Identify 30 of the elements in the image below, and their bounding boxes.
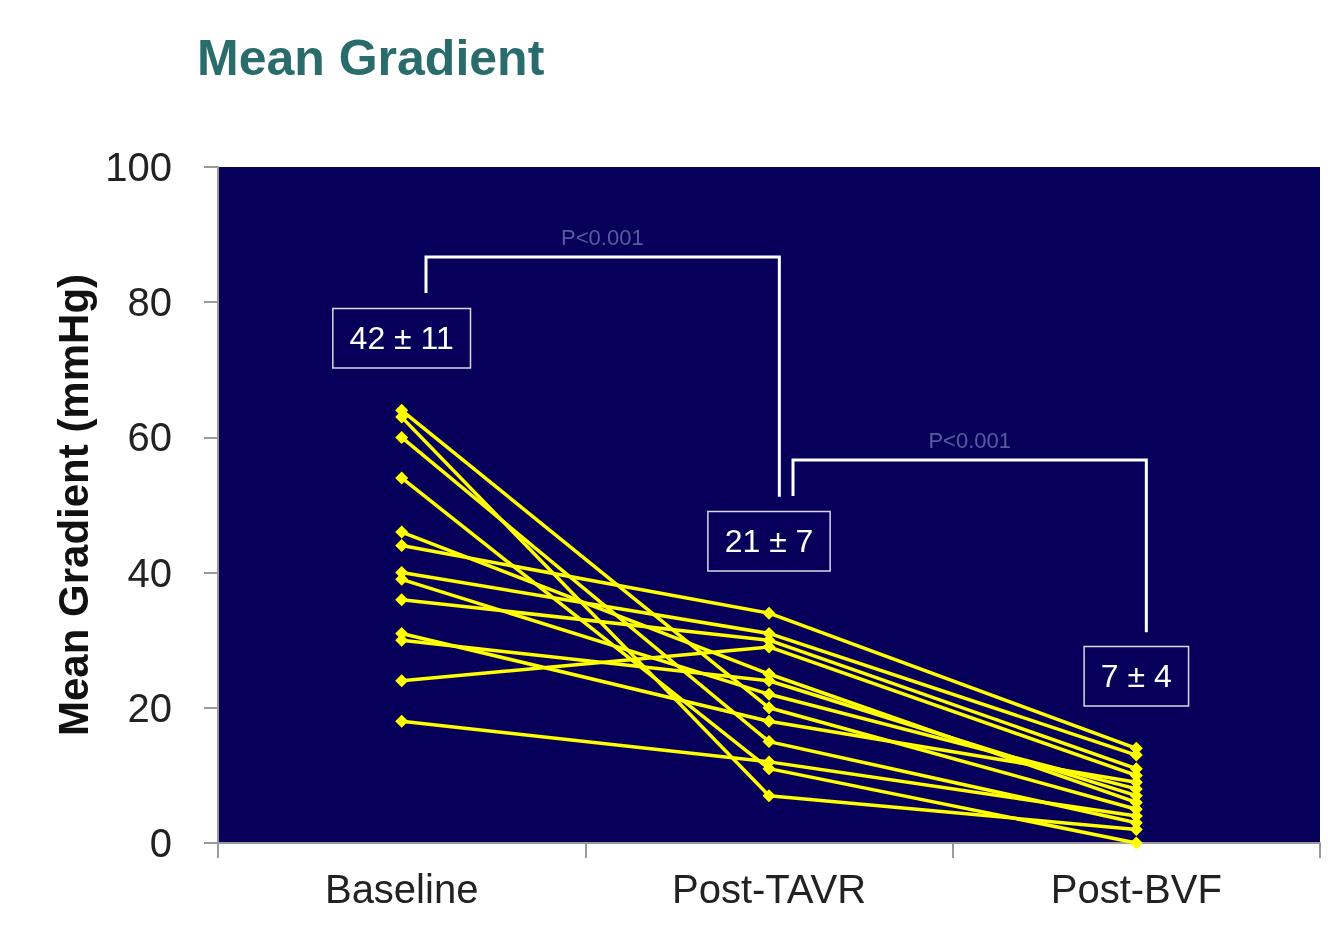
y-tick-label: 0 — [149, 821, 172, 865]
x-tick-label: Post-BVF — [1050, 867, 1222, 911]
point — [395, 430, 409, 444]
annotation: 42 ± 11 — [349, 320, 454, 357]
y-axis-title: Mean Gradient (mmHg) — [49, 273, 97, 737]
y-tick-label: 60 — [127, 415, 172, 460]
x-tick-label: Post-TAVR — [671, 867, 867, 911]
y-tick-label: 100 — [105, 145, 172, 189]
point — [762, 687, 776, 701]
y-tick-label: 80 — [127, 280, 172, 325]
point — [762, 735, 776, 749]
y-tick-label: 40 — [127, 550, 172, 595]
point — [762, 606, 776, 620]
chart-title: Mean Gradient — [197, 30, 545, 86]
point — [762, 701, 776, 715]
annotation: 21 ± 7 — [724, 523, 814, 560]
point — [762, 714, 776, 728]
point — [395, 471, 409, 485]
point — [395, 714, 409, 728]
point — [762, 789, 776, 803]
y-tick-label: 20 — [127, 685, 172, 730]
annotation: 7 ± 4 — [1100, 658, 1172, 695]
x-tick-label: Baseline — [324, 867, 479, 911]
point — [395, 674, 409, 688]
annotation: P<0.001 — [561, 224, 644, 250]
point — [1129, 836, 1143, 850]
annotation: P<0.001 — [928, 427, 1011, 453]
point — [395, 539, 409, 553]
point — [395, 525, 409, 539]
point — [395, 593, 409, 607]
